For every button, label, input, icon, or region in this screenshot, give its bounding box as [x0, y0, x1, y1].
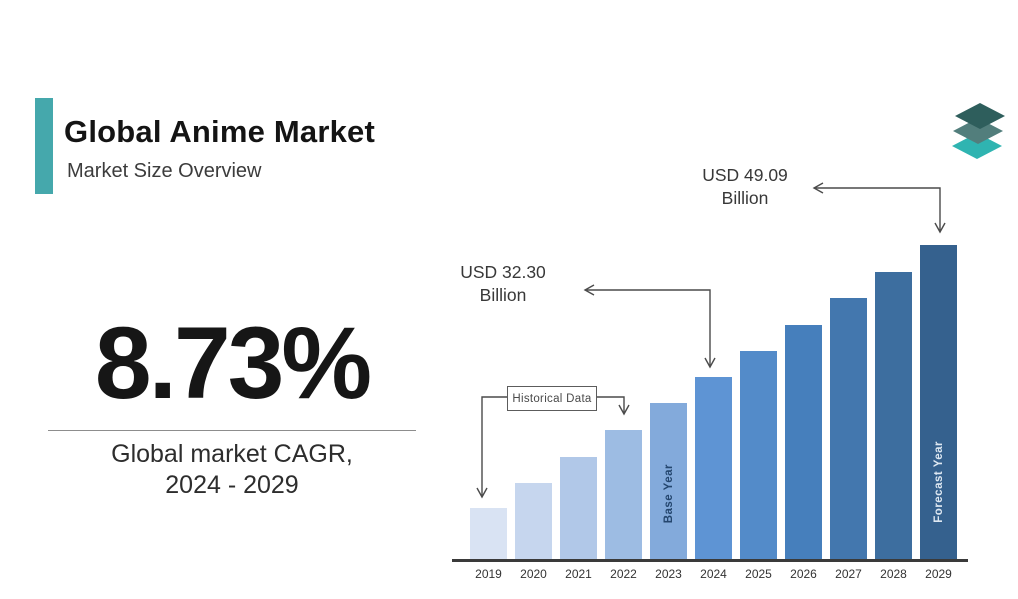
x-tick-2020: 2020	[520, 567, 547, 581]
cagr-stat-block: 8.73% Global market CAGR, 2024 - 2029	[48, 312, 416, 501]
bar-2022	[605, 430, 642, 561]
page-subtitle: Market Size Overview	[67, 160, 262, 182]
bar-chart: Base Year Forecast Year	[466, 245, 961, 561]
cagr-value: 8.73%	[94, 306, 372, 420]
stat-divider	[48, 430, 416, 431]
bar-slot-2028	[871, 245, 916, 561]
x-tick-2025: 2025	[745, 567, 772, 581]
callout-2029-value: USD 49.09 Billion	[680, 164, 810, 210]
bar-2026	[785, 325, 822, 561]
bar-2029: Forecast Year	[920, 245, 957, 561]
layered-diamonds-logo-icon	[952, 103, 1005, 159]
bar-slot-2026	[781, 245, 826, 561]
arrow-2029-line	[815, 187, 941, 231]
x-tick-2029: 2029	[925, 567, 952, 581]
x-tick-2028: 2028	[880, 567, 907, 581]
bar-slot-2029: Forecast Year	[916, 245, 961, 561]
bar-2021	[560, 457, 597, 561]
bar-slot-2027	[826, 245, 871, 561]
x-tick-2019: 2019	[475, 567, 502, 581]
bar-slot-2025	[736, 245, 781, 561]
cagr-caption-line1: Global market CAGR,	[111, 440, 353, 468]
bar-inner-label-2029: Forecast Year	[932, 441, 945, 523]
bar-slot-2023: Base Year	[646, 245, 691, 561]
x-tick-2027: 2027	[835, 567, 862, 581]
bar-slot-2020	[511, 245, 556, 561]
page-title: Global Anime Market	[64, 114, 375, 149]
callout-2024-line1: USD 32.30	[460, 262, 546, 282]
title-accent-bar	[35, 98, 53, 194]
x-axis-tick-labels: 2019 2020 2021 2022 2023 2024 2025 2026 2027 2028…	[466, 567, 961, 581]
x-tick-2022: 2022	[610, 567, 637, 581]
x-tick-2021: 2021	[565, 567, 592, 581]
cagr-caption-line2: 2024 - 2029	[165, 471, 299, 499]
bar-2019	[470, 508, 507, 561]
x-tick-2026: 2026	[790, 567, 817, 581]
x-tick-2023: 2023	[655, 567, 682, 581]
bar-inner-label-2023: Base Year	[662, 463, 675, 523]
bar-2023: Base Year	[650, 403, 687, 561]
historical-data-label: Historical Data	[507, 386, 597, 411]
x-axis-line	[452, 559, 968, 562]
bar-slot-2021	[556, 245, 601, 561]
callout-2024-value: USD 32.30 Billion	[438, 261, 568, 307]
bar-slot-2019	[466, 245, 511, 561]
arrow-2029-head-left	[812, 182, 824, 194]
bar-slot-2024	[691, 245, 736, 561]
callout-2029-line1: USD 49.09	[702, 165, 788, 185]
bar-2027	[830, 298, 867, 561]
x-tick-2024: 2024	[700, 567, 727, 581]
arrow-2029-head-down	[934, 222, 946, 234]
bar-slot-2022	[601, 245, 646, 561]
bar-2020	[515, 483, 552, 561]
logo-bottom-layer	[952, 133, 1002, 159]
logo-middle-layer	[953, 118, 1003, 144]
logo-top-layer	[955, 103, 1005, 129]
bar-2024	[695, 377, 732, 561]
callout-2029-line2: Billion	[721, 188, 769, 208]
callout-2024-line2: Billion	[479, 285, 527, 305]
bar-2025	[740, 351, 777, 561]
bar-2028	[875, 272, 912, 561]
